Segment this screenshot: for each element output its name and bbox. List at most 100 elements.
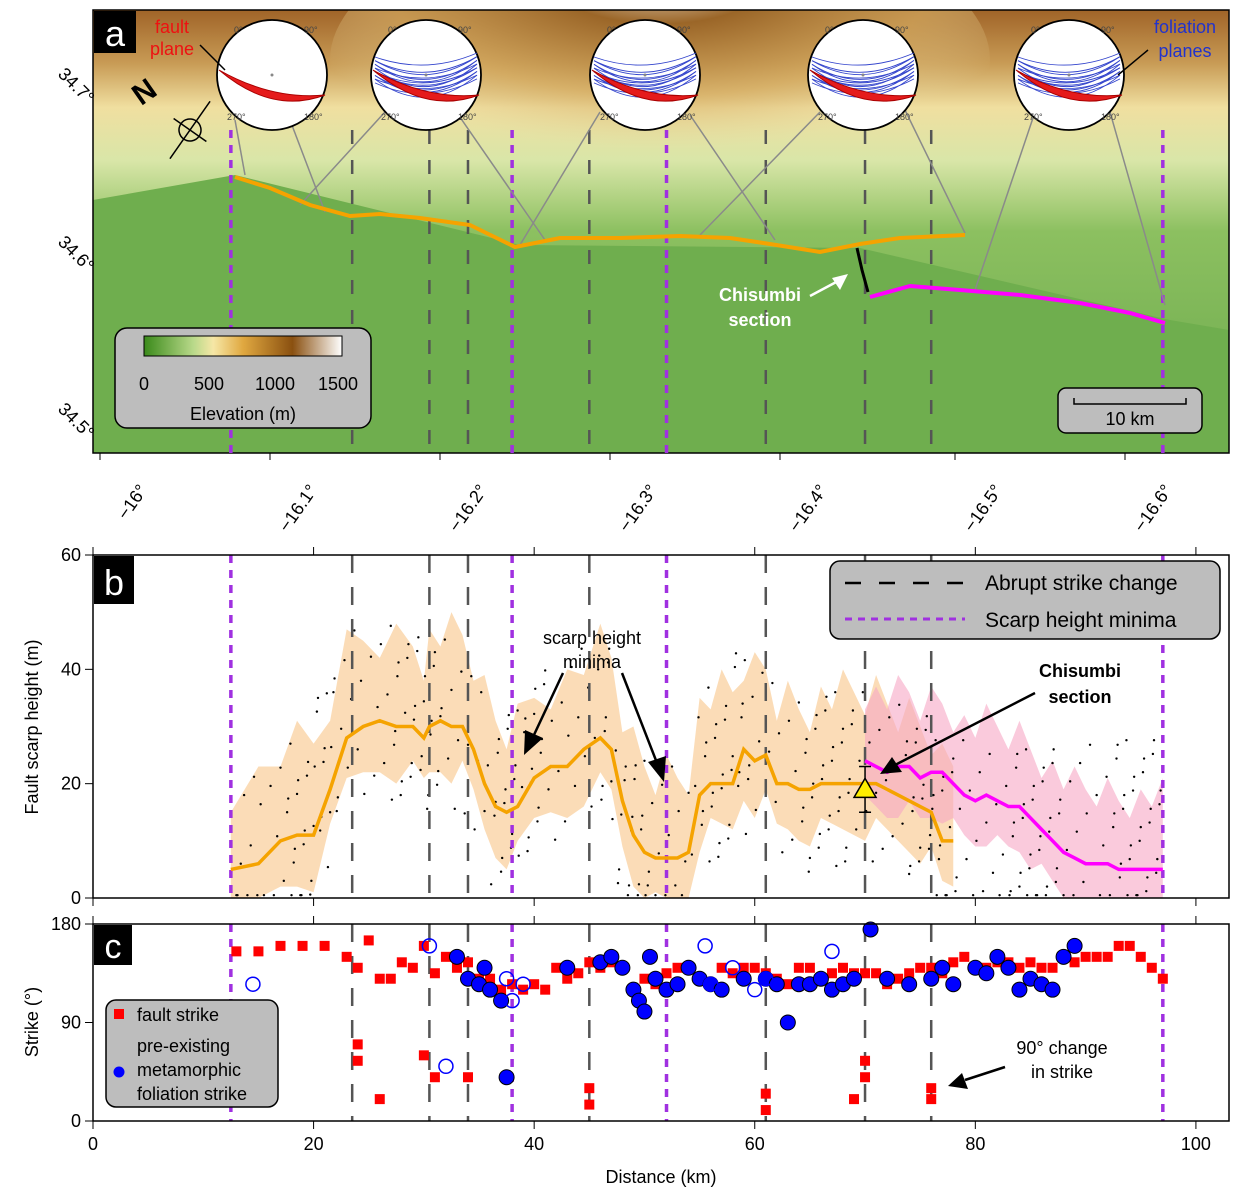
stereonet-tick: 90° <box>895 25 909 35</box>
scarp-measurement-dot <box>1075 830 1078 833</box>
scarp-measurement-dot <box>1113 812 1116 815</box>
scarp-measurement-dot <box>934 739 937 742</box>
fault-strike-point <box>363 935 374 946</box>
scarp-measurement-dot <box>777 732 781 735</box>
fault-strike-point <box>926 1094 937 1105</box>
scarp-measurement-dot <box>821 764 825 767</box>
c-y-tick-label: 0 <box>71 1111 81 1131</box>
scarp-measurement-dot <box>570 665 573 669</box>
scarp-measurement-dot <box>537 806 540 809</box>
scarp-measurement-dot <box>272 893 276 897</box>
scarp-measurement-dot <box>858 759 861 762</box>
foliation-strike-point <box>978 965 995 982</box>
scarp-measurement-dot <box>1062 893 1065 897</box>
magenta-uncertainty-band <box>865 675 1163 898</box>
scarp-measurement-dot <box>961 739 965 742</box>
fault-strike-point <box>573 968 584 979</box>
scarp-measurement-dot <box>1018 885 1021 888</box>
scarp-measurement-dot <box>514 764 517 767</box>
fault-strike-point <box>319 940 330 951</box>
scarp-measurement-dot <box>463 812 466 815</box>
scarp-measurement-dot <box>319 829 322 832</box>
scarp-measurement-dot <box>1049 816 1052 820</box>
scarp-measurement-dot <box>332 691 335 694</box>
foliation-great-circle <box>811 74 915 90</box>
foliation-strike-point <box>862 921 879 938</box>
scarp-measurement-dot <box>379 642 383 646</box>
foliation-strike-point <box>945 976 962 993</box>
scarp-measurement-dot <box>392 743 396 746</box>
scarp-measurement-dot <box>818 832 822 836</box>
strike-change-annotation-2: in strike <box>1031 1062 1093 1082</box>
scarp-measurement-dot <box>353 629 356 632</box>
stereonet-tick: 270° <box>600 112 619 122</box>
stereonet-center <box>643 73 647 77</box>
scarp-measurement-dot <box>835 864 838 868</box>
scarp-measurement-dot <box>296 779 300 782</box>
scarp-measurement-dot <box>1031 798 1034 801</box>
scarp-measurement-dot <box>1082 880 1085 884</box>
stereonet-center <box>861 73 865 77</box>
scarp-measurement-dot <box>1126 893 1129 897</box>
scarp-measurement-dot <box>757 740 761 743</box>
fault-strike-point <box>639 973 650 984</box>
foliation-leader <box>1117 49 1149 76</box>
stereonet-tick: 180° <box>677 112 696 122</box>
scarp-measurement-dot <box>489 883 493 886</box>
scarp-measurement-dot <box>547 788 550 791</box>
fault-plane-arc <box>218 69 326 102</box>
scarp-measurement-dot <box>837 809 840 813</box>
scarp-measurement-dot <box>560 701 563 704</box>
scarp-measurement-dot <box>290 893 293 897</box>
scarp-measurement-dot <box>626 893 630 897</box>
fault-strike-point <box>860 1055 871 1066</box>
scarp-measurement-dot <box>721 773 724 776</box>
foliation-great-circle <box>593 59 697 83</box>
scarp-measurement-dot <box>496 751 499 754</box>
scarp-measurement-dot <box>714 723 718 726</box>
minima-arrowhead-2 <box>648 756 666 782</box>
fault-strike-point <box>529 979 540 990</box>
scarp-measurement-dot <box>1001 853 1005 856</box>
fault-strike-point <box>760 1088 771 1099</box>
foliation-strike-point <box>1000 959 1017 976</box>
scarp-measurement-dot <box>868 741 871 744</box>
fault-strike-point <box>584 957 595 968</box>
scarp-measurement-dot <box>279 766 282 769</box>
fault-strike-point <box>948 957 959 968</box>
scarp-measurement-dot <box>654 893 657 897</box>
scarp-measurement-dot <box>1078 761 1082 765</box>
scarp-measurement-dot <box>1146 876 1149 879</box>
scarp-measurement-dot <box>690 853 694 856</box>
stereonet-tick: 0° <box>607 25 616 35</box>
minima-arrow-2 <box>620 672 659 764</box>
scarp-measurement-dot <box>513 777 516 781</box>
fault-strike-point <box>804 962 815 973</box>
fault-strike-point <box>738 962 749 973</box>
scarp-measurement-dot <box>1024 748 1028 751</box>
fault-strike-point <box>451 962 462 973</box>
scarp-measurement-dot <box>397 661 400 664</box>
panel-c-box <box>94 925 132 965</box>
scarp-measurement-dot <box>937 857 941 861</box>
scarp-measurement-dot <box>952 757 955 760</box>
foliation-strike-point <box>603 948 620 965</box>
scarp-measurement-dot <box>1048 830 1051 833</box>
foliation-strike-point <box>636 1003 653 1020</box>
c-x-tick-label: 80 <box>965 1134 985 1154</box>
fault-strike-point <box>275 940 286 951</box>
scarp-measurement-dot <box>848 777 851 781</box>
scarp-measurement-dot <box>998 893 1001 897</box>
fault-strike-point <box>496 984 507 995</box>
fault-strike-point <box>1146 962 1157 973</box>
x-axis-label: Distance (km) <box>605 1167 716 1187</box>
scarp-measurement-dot <box>1105 775 1108 779</box>
fault-plane-label-1: fault <box>155 17 189 37</box>
scarp-measurement-dot <box>771 681 774 685</box>
panel-b-frame <box>92 554 1230 899</box>
stereonet-center <box>1067 73 1071 77</box>
scarp-measurement-dot <box>637 883 641 886</box>
fault-strike-point <box>440 951 451 962</box>
legend-foliation-label-2: metamorphic <box>137 1060 241 1080</box>
scarp-measurement-dot <box>406 656 409 660</box>
